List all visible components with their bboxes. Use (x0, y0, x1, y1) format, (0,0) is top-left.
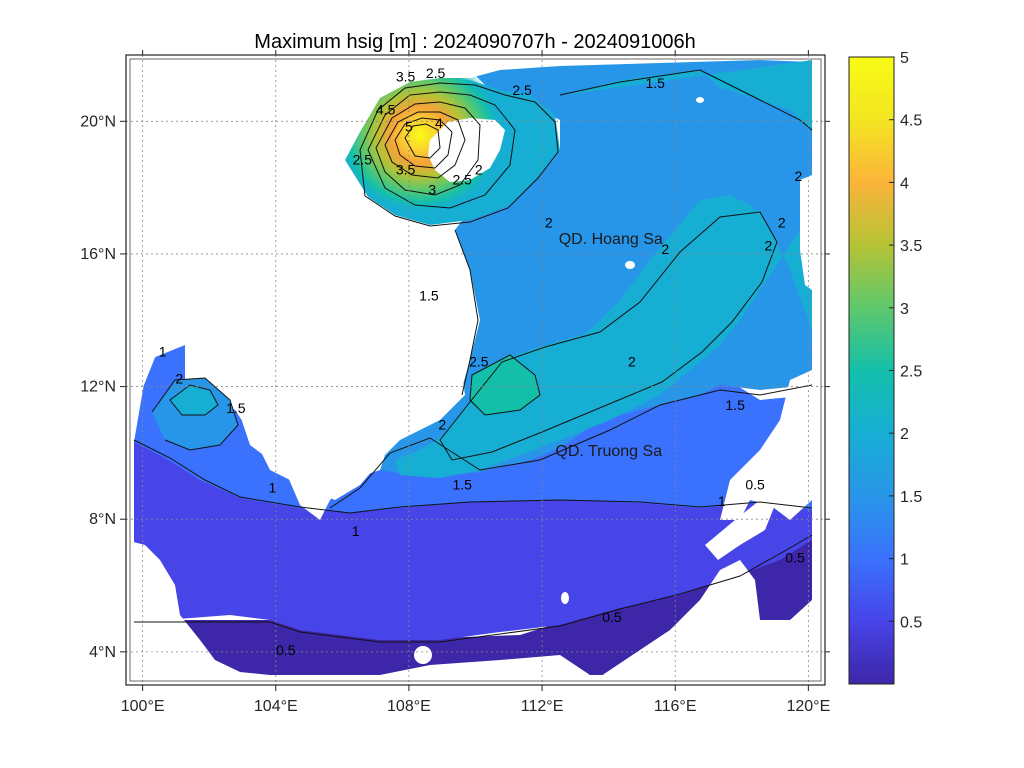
colorbar-tick-label: 3.5 (900, 238, 922, 255)
contour-line-4.5-tonkin (404, 123, 441, 159)
colorbar-tick-label: 1 (900, 552, 909, 569)
colorbar-tick-label: 2 (900, 426, 909, 443)
land-hainan-island (428, 118, 505, 182)
colorbar-ticks: 0.5 1 1.5 2 2.5 3 3.5 4 4.5 5 (889, 50, 922, 631)
land-china-indochina-north (126, 55, 560, 520)
x-tick-label: 108°E (387, 698, 431, 715)
contour-label: 2 (628, 354, 636, 370)
contour-label: 2.5 (426, 65, 446, 81)
contour-label: 1.5 (419, 287, 439, 303)
x-tick-label: 100°E (121, 698, 165, 715)
contour-line-2.5-tonkin (367, 91, 516, 209)
contour-label: 2.5 (452, 171, 472, 187)
contour-label: 0.5 (276, 642, 296, 658)
colorbar-tick-label: 4 (900, 175, 909, 192)
contour-label: 2 (765, 238, 773, 254)
contour-label: 2 (778, 214, 786, 230)
contour-label: 0.5 (745, 476, 765, 492)
contour-label: 4.5 (376, 102, 396, 118)
contour-label: 2 (794, 168, 802, 184)
contour-label: 5 (405, 118, 413, 134)
contour-label: 1.5 (646, 75, 666, 91)
contour-line-0.5 (134, 534, 813, 643)
contour-label: 2 (661, 241, 669, 257)
colorbar: 0.5 1 1.5 2 2.5 3 3.5 4 4.5 5 (848, 50, 922, 685)
contour-label: 4 (435, 115, 443, 131)
place-label: QD. Truong Sa (555, 443, 662, 460)
chart-title: Maximum hsig [m] : 2024090707h - 2024091… (254, 31, 695, 53)
y-tick-label: 12°N (80, 379, 116, 396)
contour-line-3-tonkin (375, 101, 481, 196)
contour-label: 1 (269, 480, 277, 496)
x-tick-label: 112°E (521, 698, 564, 715)
contour-line-2.5-core (469, 354, 541, 416)
colorbar-tick-label: 1.5 (900, 489, 922, 506)
contour-label: 3.5 (396, 69, 416, 85)
contour-label: 1 (718, 493, 726, 509)
land-island-small-3 (625, 261, 635, 269)
colorbar-tick-label: 0.5 (900, 614, 922, 631)
contour-label: 0.5 (602, 609, 622, 625)
x-tick-label: 120°E (786, 698, 830, 715)
y-tick-label: 20°N (80, 113, 116, 130)
colorbar-tick-label: 5 (900, 50, 909, 67)
contour-label: 2 (175, 370, 183, 386)
x-tick-label: 116°E (654, 698, 697, 715)
contour-label: 1 (159, 344, 167, 360)
y-tick-label: 8°N (89, 511, 116, 528)
map-frame (125, 54, 826, 686)
colorbar-tick-label: 2.5 (900, 364, 922, 381)
contour-label: 3.5 (396, 161, 416, 177)
contour-label: 2 (475, 161, 483, 177)
land-island-small-4 (696, 97, 704, 103)
contour-label: 0.5 (785, 549, 805, 565)
contour-label: 2.5 (353, 151, 373, 167)
field-band-2-2.5-gulf (170, 385, 218, 415)
contour-line-2-tonkin (359, 82, 559, 227)
map-area (126, 55, 825, 685)
x-tick-label: 104°E (254, 698, 298, 715)
land-borneo (587, 560, 812, 685)
contour-label: 2 (545, 214, 553, 230)
contour-line-1.5-south (329, 384, 813, 509)
field-band-0-0.5 (134, 520, 812, 675)
colorbar-tick-label: 4.5 (900, 113, 922, 130)
contour-line-3.5-tonkin (384, 111, 466, 179)
contour-label: 1.5 (452, 476, 472, 492)
contour-label: 2.5 (512, 82, 532, 98)
land-thailand-malay (126, 540, 270, 685)
contour-line-1.5-coast (454, 229, 479, 396)
y-tick-label: 4°N (89, 644, 116, 661)
contour-label: 1.5 (725, 397, 745, 413)
contour-line-1.5-north (559, 69, 813, 131)
land-island-small-1 (414, 646, 432, 664)
land-palawan (705, 500, 775, 560)
y-axis-ticks: 4°N 8°N 12°N 16°N 20°N (80, 113, 830, 661)
field-band-0.5-1 (134, 440, 812, 640)
colorbar-tick-label: 3 (900, 301, 909, 318)
x-axis-ticks: 100°E 104°E 108°E 112°E 116°E 120°E (121, 50, 830, 715)
map-grid (126, 55, 825, 685)
colorbar-bar (848, 56, 895, 685)
land-luzon-north (800, 175, 812, 290)
contour-label: 3 (428, 181, 436, 197)
contour-line-1-south (133, 439, 813, 514)
place-labels: QD. Hoang Sa QD. Truong Sa (555, 231, 662, 460)
contour-label: 1 (352, 523, 360, 539)
land-island-small-2 (561, 592, 569, 604)
y-tick-label: 16°N (80, 246, 116, 263)
land-mask (126, 55, 812, 685)
contour-labels: 54.543.53.532.52.52.52.52.52222222221.51… (159, 65, 805, 658)
contour-line-1.5-gulf (151, 377, 239, 451)
land-philippines (720, 370, 812, 520)
contour-label: 2.5 (469, 354, 489, 370)
contour-line-4-tonkin (394, 117, 453, 169)
contour-line-2-gulf (169, 384, 219, 416)
contour-label: 1.5 (226, 400, 246, 416)
contour-label: 2 (438, 417, 446, 433)
place-label: QD. Hoang Sa (559, 231, 663, 248)
field-band-2.5-3 (470, 355, 540, 415)
